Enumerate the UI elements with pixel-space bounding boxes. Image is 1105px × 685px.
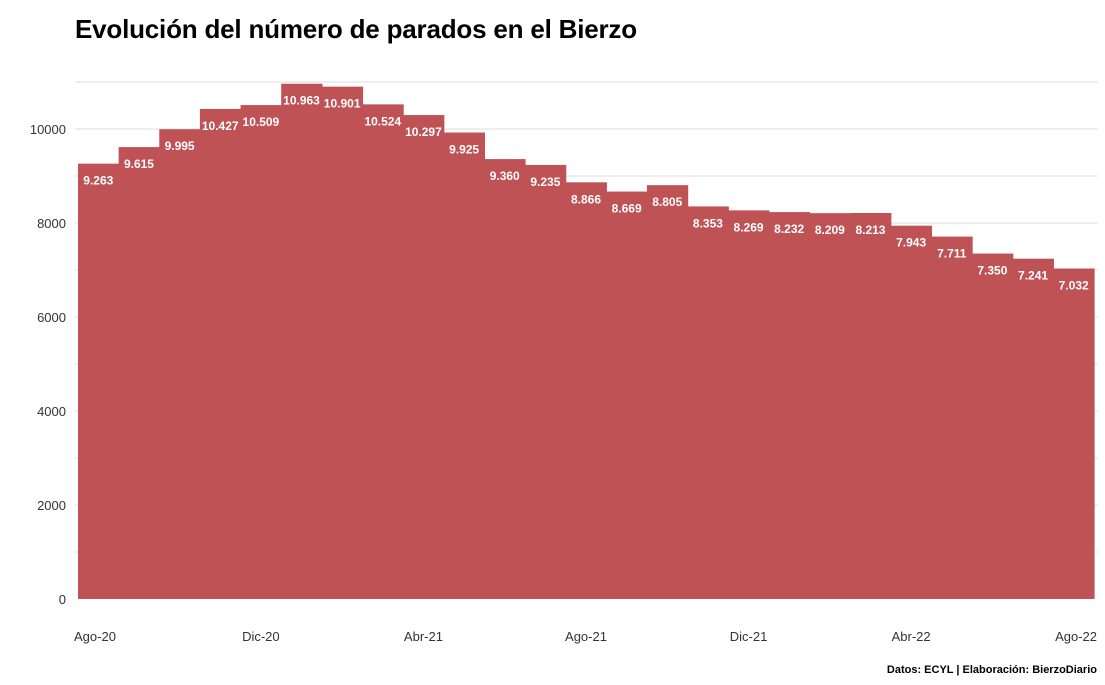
y-tick-label: 6000	[37, 310, 66, 325]
bar-Ene-21	[281, 83, 323, 599]
data-label: 8.669	[612, 202, 642, 216]
bar-Ago-21	[565, 182, 607, 599]
data-label: 8.866	[571, 192, 601, 206]
data-label: 7.032	[1059, 278, 1089, 292]
bar-May-22	[931, 236, 973, 599]
x-tick-label: Abr-22	[892, 629, 931, 644]
bar-Ene-22	[768, 212, 811, 599]
bar-Ago-20	[78, 163, 120, 599]
data-label: 9.360	[490, 169, 520, 183]
data-label: 9.925	[449, 143, 479, 157]
data-label: 10.963	[283, 94, 320, 108]
bar-May-21	[443, 132, 485, 599]
bar-Abr-21	[403, 115, 445, 599]
bar-Jun-21	[484, 159, 526, 599]
y-axis-ticks: 0 2000 4000 6000 8000 10000	[30, 122, 66, 607]
y-tick-label: 10000	[30, 122, 66, 137]
bar-Feb-21	[321, 86, 364, 599]
data-label: 8.353	[693, 216, 723, 230]
bar-Feb-22	[809, 213, 851, 599]
y-tick-label: 0	[59, 592, 66, 607]
bar-Jun-22	[972, 253, 1014, 600]
chart-title: Evolución del número de parados en el Bi…	[75, 14, 637, 44]
data-label: 10.427	[202, 119, 239, 133]
bar-Dic-20	[240, 105, 282, 600]
bar-Mar-22	[850, 212, 892, 599]
x-tick-label: Dic-21	[730, 629, 768, 644]
data-label: 7.943	[896, 236, 926, 250]
bar-Abr-22	[890, 225, 933, 599]
data-label: 9.995	[165, 139, 195, 153]
bar-Dic-21	[728, 210, 770, 599]
data-bars	[78, 83, 1095, 600]
data-label: 7.711	[937, 247, 967, 261]
y-tick-label: 8000	[37, 216, 66, 231]
data-label: 9.235	[530, 175, 560, 189]
data-label: 8.269	[734, 220, 764, 234]
bar-Sep-21	[606, 191, 648, 599]
data-label: 7.241	[1018, 269, 1048, 283]
bar-Jul-21	[525, 164, 567, 599]
x-axis-ticks: Ago-20 Dic-20 Abr-21 Ago-21 Dic-21 Abr-22 Ago-…	[74, 629, 1097, 644]
bar-Nov-20	[199, 108, 242, 599]
source-credit: Datos: ECYL | Elaboración: BierzoDiario	[886, 664, 1097, 676]
data-label: 7.350	[977, 264, 1007, 278]
bar-Ago-22	[1053, 268, 1095, 599]
data-label: 8.805	[652, 195, 682, 209]
bar-Jul-22	[1012, 258, 1054, 599]
bar-Mar-21	[362, 104, 404, 599]
data-label: 9.615	[124, 157, 154, 171]
bar-Oct-21	[646, 185, 689, 600]
data-label: 8.232	[774, 222, 804, 236]
x-tick-label: Ago-20	[74, 629, 116, 644]
x-tick-label: Ago-22	[1055, 629, 1097, 644]
x-tick-label: Dic-20	[242, 629, 280, 644]
data-label: 10.297	[405, 125, 442, 139]
bar-Sep-20	[118, 147, 160, 599]
data-label: 9.263	[83, 174, 113, 188]
data-label: 10.901	[324, 97, 361, 111]
bar-Oct-20	[159, 129, 201, 600]
data-label: 8.209	[815, 223, 845, 237]
data-label: 10.509	[243, 115, 280, 129]
y-tick-label: 4000	[37, 404, 66, 419]
data-label: 8.213	[855, 223, 885, 237]
y-tick-label: 2000	[37, 498, 66, 513]
bar-Nov-21	[687, 206, 729, 599]
x-tick-label: Abr-21	[404, 629, 443, 644]
data-label: 10.524	[364, 114, 401, 128]
x-tick-label: Ago-21	[565, 629, 607, 644]
